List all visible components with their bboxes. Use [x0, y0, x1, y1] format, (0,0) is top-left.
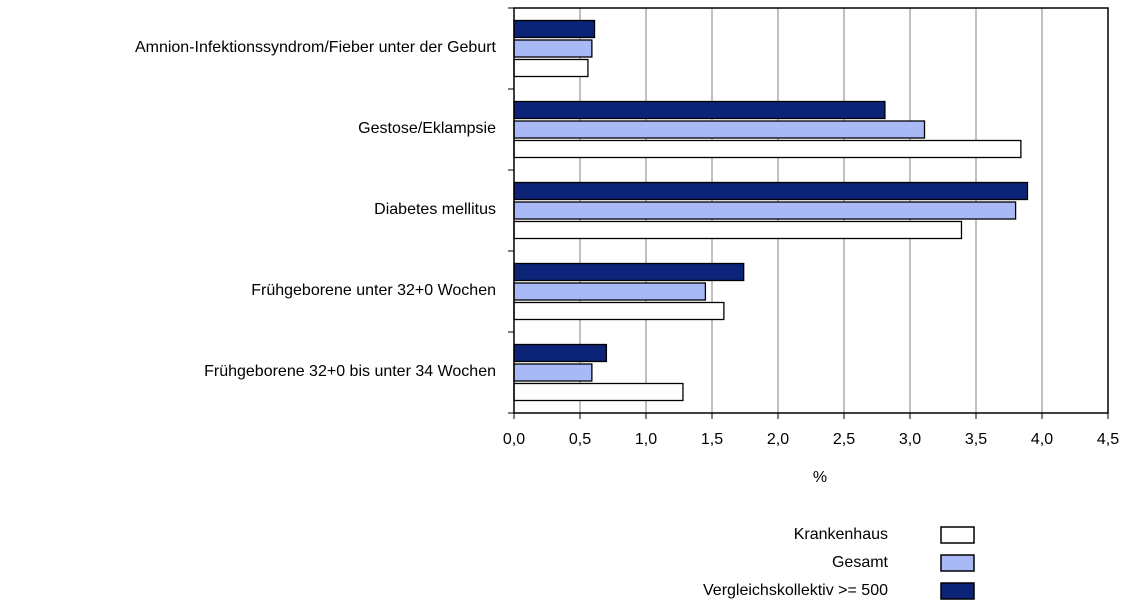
bar	[513, 382, 684, 402]
y-tick-label: Frühgeborene unter 32+0 Wochen	[251, 282, 496, 299]
bar	[513, 58, 589, 78]
bar	[513, 19, 596, 39]
x-tick-label: 0,0	[503, 431, 525, 448]
legend-label: Gesamt	[832, 554, 889, 571]
y-tick-label: Amnion-Infektionssyndrom/Fieber unter de…	[135, 39, 497, 56]
x-tick-label: 2,5	[833, 431, 855, 448]
y-tick-label: Frühgeborene 32+0 bis unter 34 Wochen	[204, 363, 496, 380]
bar	[513, 120, 926, 139]
y-tick-label: Diabetes mellitus	[374, 201, 496, 218]
bar	[513, 343, 608, 363]
legend-swatch	[940, 554, 975, 572]
legend-swatch	[940, 582, 975, 600]
bar	[513, 301, 725, 321]
x-tick-label: 4,0	[1031, 431, 1053, 448]
legend-label: Vergleichskollektiv >= 500	[703, 582, 888, 599]
x-tick-label: 0,5	[569, 431, 591, 448]
legend-label: Krankenhaus	[794, 526, 888, 543]
bar	[513, 220, 963, 240]
x-axis-label: %	[813, 469, 827, 486]
bar	[513, 100, 886, 120]
x-tick-label: 2,0	[767, 431, 789, 448]
x-tick-label: 1,0	[635, 431, 657, 448]
bar	[513, 139, 1022, 159]
x-tick-label: 3,0	[899, 431, 921, 448]
bar	[513, 363, 593, 382]
bar	[513, 39, 593, 58]
y-tick-label: Gestose/Eklampsie	[358, 120, 496, 137]
bar	[513, 181, 1029, 201]
bar	[513, 282, 707, 301]
plot-border	[513, 7, 1109, 414]
x-tick-label: 3,5	[965, 431, 987, 448]
bar	[513, 262, 745, 282]
x-tick-label: 1,5	[701, 431, 723, 448]
bar	[513, 201, 1017, 220]
x-tick-label: 4,5	[1097, 431, 1119, 448]
legend-swatch	[940, 526, 975, 544]
